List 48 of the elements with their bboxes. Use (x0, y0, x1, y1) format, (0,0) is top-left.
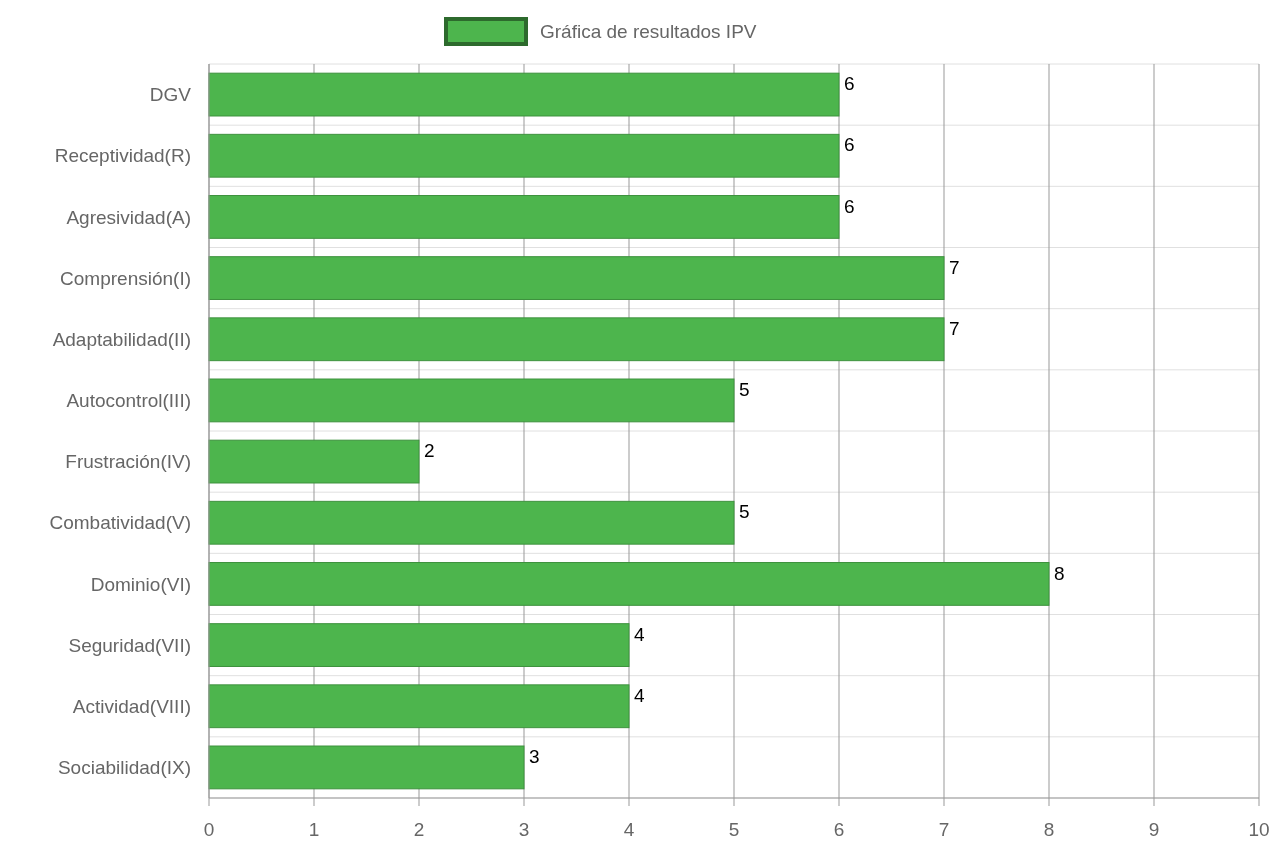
y-tick-label: Frustración(IV) (65, 451, 191, 473)
x-tick-label: 1 (308, 819, 320, 840)
bar (208, 195, 840, 239)
bar (208, 72, 840, 117)
x-tick-label: 7 (938, 819, 950, 840)
data-label: 6 (844, 134, 855, 156)
data-label: 7 (949, 256, 960, 278)
y-tick-label: Dominio(VI) (90, 573, 191, 595)
bar (208, 133, 840, 178)
y-tick-label: Seguridad(VII) (68, 634, 191, 656)
y-tick-label: Comprensión(I) (60, 267, 191, 289)
bar (208, 745, 525, 790)
data-label: 6 (844, 73, 855, 95)
x-tick-label: 0 (203, 819, 215, 840)
x-tick-label: 4 (623, 819, 635, 840)
data-label: 4 (634, 684, 645, 706)
data-label: 7 (949, 317, 960, 339)
bar (208, 623, 630, 667)
y-tick-label: Sociabilidad(IX) (57, 757, 191, 779)
y-tick-label: Actividad(VIII) (72, 695, 191, 717)
x-tick-label: 10 (1248, 819, 1270, 840)
bar (208, 256, 945, 300)
bar (208, 317, 945, 362)
data-label: 4 (634, 623, 645, 645)
bar (208, 378, 735, 423)
x-tick-label: 8 (1043, 819, 1055, 840)
data-label: 8 (1054, 562, 1065, 584)
y-tick-label: Autocontrol(III) (66, 390, 191, 412)
x-tick-label: 2 (413, 819, 425, 840)
y-tick-label: Agresividad(A) (66, 206, 191, 228)
data-label: 5 (739, 379, 750, 401)
x-tick-label: 3 (518, 819, 530, 840)
x-tick-label: 6 (833, 819, 845, 840)
bar (208, 500, 735, 545)
data-label: 2 (424, 440, 435, 462)
y-tick-label: Receptividad(R) (54, 145, 191, 167)
bar (208, 684, 630, 729)
y-tick-label: Adaptabilidad(II) (52, 328, 191, 350)
legend-label: Gráfica de resultados IPV (540, 21, 757, 42)
data-label: 3 (529, 746, 540, 768)
y-tick-label: Combatividad(V) (49, 512, 191, 534)
y-tick-label: DGV (149, 84, 192, 106)
bar (208, 439, 420, 484)
bar (208, 562, 1050, 606)
x-tick-label: 5 (728, 819, 740, 840)
data-label: 6 (844, 195, 855, 217)
x-tick-label: 9 (1148, 819, 1160, 840)
data-label: 5 (739, 501, 750, 523)
